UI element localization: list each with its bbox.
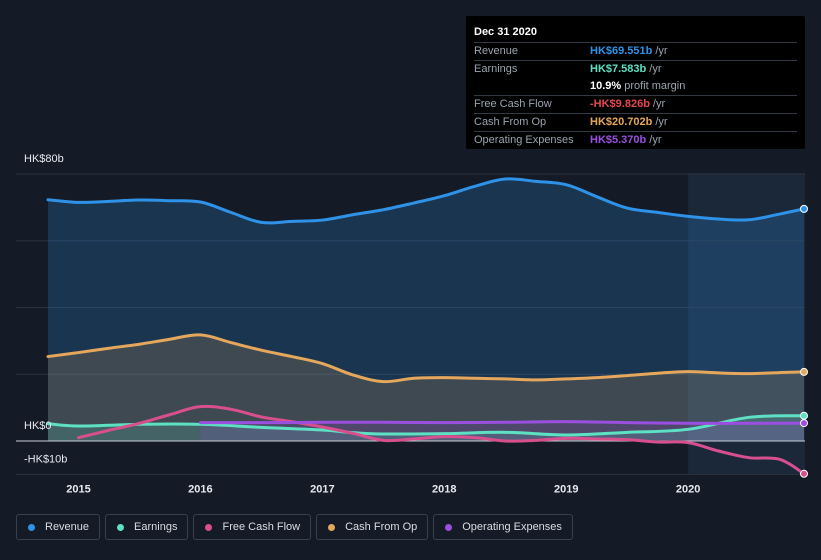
tooltip-label: Free Cash Flow xyxy=(474,98,552,110)
series-line-revenue xyxy=(46,177,806,225)
tooltip-unit: /yr xyxy=(649,63,662,75)
legend-dot-icon xyxy=(28,523,35,531)
tooltip-value: 10.9% xyxy=(590,80,622,92)
legend-label: Earnings xyxy=(134,521,178,533)
legend-label: Operating Expenses xyxy=(462,521,562,533)
tooltip-value: HK$69.551b xyxy=(590,45,653,57)
series-line-cash-from-op xyxy=(46,333,806,384)
tooltip: Dec 31 2020 Revenue HK$69.551b /yr Earni… xyxy=(466,16,805,149)
end-marker-free-cash-flow xyxy=(800,469,808,478)
legend-item-free-cash-flow[interactable]: Free Cash Flow xyxy=(193,514,312,540)
legend-item-revenue[interactable]: Revenue xyxy=(16,514,101,540)
legend-label: Free Cash Flow xyxy=(222,521,301,533)
legend: Revenue Earnings Free Cash Flow Cash Fro… xyxy=(16,514,578,540)
area-cash-from-op xyxy=(48,334,804,441)
tooltip-value: HK$7.583b xyxy=(590,63,647,75)
tooltip-row-profit-margin: 10.9% profit margin xyxy=(474,78,797,95)
series-line-free-cash-flow xyxy=(76,404,806,476)
tooltip-label: Revenue xyxy=(474,45,519,57)
tooltip-row-free-cash-flow: Free Cash Flow -HK$9.826b /yr xyxy=(474,95,797,113)
legend-item-cash-from-op[interactable]: Cash From Op xyxy=(316,514,429,540)
tooltip-unit: profit margin xyxy=(624,80,686,92)
tooltip-label xyxy=(474,78,590,95)
tooltip-label: Earnings xyxy=(474,63,518,75)
legend-dot-icon xyxy=(117,523,125,531)
x-tick-label: 2017 xyxy=(310,483,334,495)
x-tick-label: 2016 xyxy=(188,483,212,495)
x-tick-label: 2018 xyxy=(432,483,456,495)
legend-label: Revenue xyxy=(45,521,90,533)
tooltip-unit: /yr xyxy=(649,134,662,146)
end-marker-earnings xyxy=(800,411,808,420)
y-tick-label: HK$80b xyxy=(24,153,64,165)
legend-dot-icon xyxy=(205,523,213,531)
legend-item-operating-expenses[interactable]: Operating Expenses xyxy=(433,514,573,540)
x-tick-label: 2020 xyxy=(676,483,700,495)
tooltip-value: HK$5.370b xyxy=(590,134,647,146)
legend-label: Cash From Op xyxy=(345,521,418,533)
area-earnings xyxy=(48,415,804,441)
end-marker-operating-expenses xyxy=(800,419,808,428)
end-marker-cash-from-op xyxy=(800,367,808,376)
tooltip-unit: /yr xyxy=(655,116,668,128)
legend-dot-icon xyxy=(445,523,453,531)
tooltip-row-earnings: Earnings HK$7.583b /yr xyxy=(474,60,797,78)
tooltip-row-revenue: Revenue HK$69.551b /yr xyxy=(474,42,797,60)
tooltip-value: -HK$9.826b xyxy=(590,98,650,110)
end-marker-revenue xyxy=(800,204,808,213)
series-line-earnings xyxy=(46,414,806,437)
legend-item-earnings[interactable]: Earnings xyxy=(105,514,189,540)
x-tick-label: 2019 xyxy=(554,483,578,495)
series-line-operating-expenses xyxy=(198,420,806,425)
tooltip-unit: /yr xyxy=(655,45,668,57)
tooltip-label: Cash From Op xyxy=(474,116,547,128)
y-tick-label: -HK$10b xyxy=(24,453,67,465)
tooltip-value: HK$20.702b xyxy=(590,116,653,128)
tooltip-label: Operating Expenses xyxy=(474,134,574,146)
tooltip-row-cash-from-op: Cash From Op HK$20.702b /yr xyxy=(474,113,797,131)
x-tick-label: 2015 xyxy=(66,483,90,495)
tooltip-unit: /yr xyxy=(652,98,666,110)
y-tick-label: HK$0 xyxy=(24,420,52,432)
tooltip-row-operating-expenses: Operating Expenses HK$5.370b /yr xyxy=(474,131,797,149)
tooltip-date: Dec 31 2020 xyxy=(474,26,537,38)
legend-dot-icon xyxy=(328,523,336,531)
